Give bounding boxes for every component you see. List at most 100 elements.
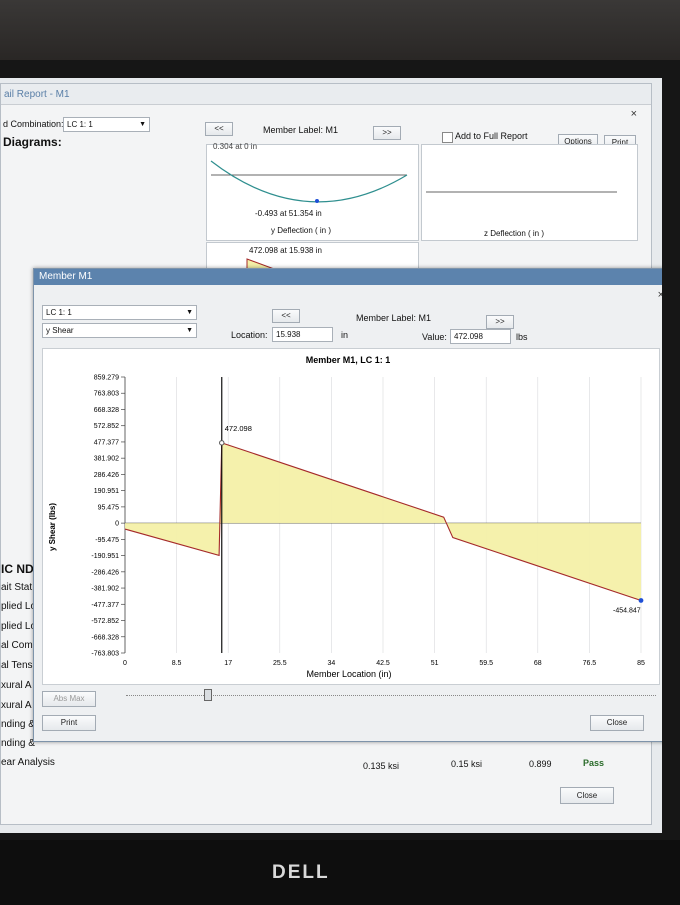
y-tick-label: -190.951 <box>91 553 119 560</box>
dialog-close-icon[interactable]: × <box>657 289 662 301</box>
diagram-type-select[interactable]: y Shear ▼ <box>42 323 197 338</box>
deflection-top-value: 0.304 at 0 in <box>213 142 258 151</box>
location-label: Location: <box>231 330 268 340</box>
y-tick-label: -668.328 <box>91 634 119 641</box>
add-to-full-report-label: Add to Full Report <box>455 131 528 141</box>
report-titlebar: ail Report - M1 <box>1 84 651 105</box>
x-axis-label: Member Location (in) <box>306 669 391 679</box>
y-tick-label: -381.902 <box>91 586 119 593</box>
z-deflection-plot <box>426 191 617 193</box>
y-deflection-plot <box>210 160 408 203</box>
x-tick-label: 34 <box>328 660 336 667</box>
left-list-item[interactable]: ear Analysis <box>1 757 55 768</box>
chevron-down-icon: ▼ <box>186 327 193 334</box>
dialog-next-button[interactable]: >> <box>486 315 514 329</box>
dialog-load-combination-select[interactable]: LC 1: 1 ▼ <box>42 305 197 320</box>
left-list-item[interactable]: plied Lo <box>1 601 37 612</box>
end-marker <box>638 598 644 603</box>
chevron-down-icon: ▼ <box>186 309 193 316</box>
dialog-titlebar: Member M1 <box>34 269 662 285</box>
x-tick-label: 17 <box>224 660 232 667</box>
report-next-button[interactable]: >> <box>373 126 401 140</box>
value-unit: lbs <box>516 332 528 342</box>
shear-max-value: 472.098 at 15.938 in <box>249 246 322 255</box>
report-member-label: Member Label: M1 <box>263 125 339 135</box>
x-tick-label: 25.5 <box>273 660 287 667</box>
location-input[interactable]: 15.938 <box>272 327 333 342</box>
left-list-item[interactable]: plied Lo <box>1 621 37 632</box>
cursor-marker <box>219 440 225 446</box>
shear-chart-area: Member M1, LC 1: 1 0 8.5 17 25.5 34 42.5 51 59.… <box>42 348 660 685</box>
dialog-close-button[interactable]: Close <box>590 715 644 731</box>
y-tick-label: 0 <box>115 521 119 528</box>
location-slider-thumb[interactable] <box>204 689 212 701</box>
left-list-item[interactable]: nding & <box>1 719 35 730</box>
shear-chart-svg[interactable]: Member M1, LC 1: 1 0 8.5 17 25.5 34 42.5 51 59.… <box>43 349 659 684</box>
left-list-item[interactable]: al Com <box>1 640 33 651</box>
left-list-item[interactable]: IC ND <box>1 562 34 576</box>
max-annotation: 472.098 <box>225 424 252 433</box>
member-diagram-dialog: Member M1 × LC 1: 1 ▼ y Shear ▼ << Membe… <box>33 268 662 742</box>
x-tick-label: 51 <box>431 660 439 667</box>
ratio-value: 0.899 <box>529 759 552 769</box>
z-deflection-label: z Deflection ( in ) <box>484 229 545 238</box>
y-tick-label: 477.377 <box>94 439 119 446</box>
stress-value-2: 0.15 ksi <box>451 759 483 769</box>
monitor-screen: ail Report - M1 × d Combination: LC 1: 1… <box>0 78 662 833</box>
y-tick-label: -95.475 <box>95 537 119 544</box>
y-deflection-panel: 0.304 at 0 in -0.493 at 51.354 in y Defl… <box>206 142 419 241</box>
left-list-item[interactable]: ait Stat <box>1 582 33 593</box>
left-list-item[interactable]: al Tens <box>1 660 33 671</box>
pass-status: Pass <box>583 758 605 768</box>
monitor-bezel-bottom <box>0 840 680 905</box>
report-prev-button[interactable]: << <box>205 122 233 136</box>
y-tick-label: 286.426 <box>94 472 119 479</box>
x-tick-label: 59.5 <box>479 660 493 667</box>
y-tick-label: 95.475 <box>98 504 120 511</box>
dialog-prev-button[interactable]: << <box>272 309 300 323</box>
y-tick-label: 763.803 <box>94 391 119 398</box>
y-tick-label: -763.803 <box>91 651 119 658</box>
x-tick-label: 8.5 <box>172 660 182 667</box>
z-deflection-panel: z Deflection ( in ) <box>421 144 638 241</box>
x-tick-label: 0 <box>123 660 127 667</box>
left-list-item[interactable]: xural A <box>1 700 32 711</box>
abs-max-button[interactable]: Abs Max <box>42 691 96 707</box>
add-to-full-report-checkbox[interactable] <box>442 132 453 143</box>
x-tick-label: 85 <box>637 660 645 667</box>
y-axis-label: y Shear (lbs) <box>48 503 57 551</box>
y-tick-label: -572.852 <box>91 618 119 625</box>
y-tick-label: -286.426 <box>91 569 119 576</box>
x-tick-label: 76.5 <box>583 660 597 667</box>
report-load-combination-value: LC 1: 1 <box>67 120 93 129</box>
dialog-title: Member M1 <box>39 271 93 282</box>
stress-value-1: 0.135 ksi <box>363 761 400 771</box>
value-label: Value: <box>422 332 447 342</box>
value-input[interactable]: 472.098 <box>450 329 511 344</box>
shear-fill-area <box>125 442 641 601</box>
left-list-item[interactable]: nding & <box>1 738 35 749</box>
location-unit: in <box>341 330 349 340</box>
report-close-icon[interactable]: × <box>630 108 637 120</box>
report-close-button[interactable]: Close <box>560 787 614 804</box>
dialog-load-combination-value: LC 1: 1 <box>46 308 72 317</box>
dell-logo: DELL <box>272 862 330 883</box>
chart-title: Member M1, LC 1: 1 <box>306 355 391 365</box>
y-deflection-label: y Deflection ( in ) <box>271 226 332 235</box>
y-tick-label: 859.279 <box>94 375 119 382</box>
min-annotation: -454.847 <box>613 607 641 614</box>
dialog-member-label: Member Label: M1 <box>356 313 432 323</box>
location-slider-track[interactable] <box>126 695 656 698</box>
y-tick-label: -477.377 <box>91 602 119 609</box>
dialog-print-button[interactable]: Print <box>42 715 96 731</box>
chevron-down-icon: ▼ <box>139 121 146 128</box>
load-combination-label: d Combination: <box>3 119 64 129</box>
x-tick-label: 68 <box>534 660 542 667</box>
y-tick-label: 572.852 <box>94 423 119 430</box>
report-load-combination-select[interactable]: LC 1: 1 ▼ <box>63 117 150 132</box>
report-title: ail Report - M1 <box>4 89 70 100</box>
diagram-type-value: y Shear <box>46 326 74 335</box>
y-tick-label: 668.328 <box>94 407 119 414</box>
x-tick-label: 42.5 <box>376 660 390 667</box>
left-list-item[interactable]: xural A <box>1 680 32 691</box>
